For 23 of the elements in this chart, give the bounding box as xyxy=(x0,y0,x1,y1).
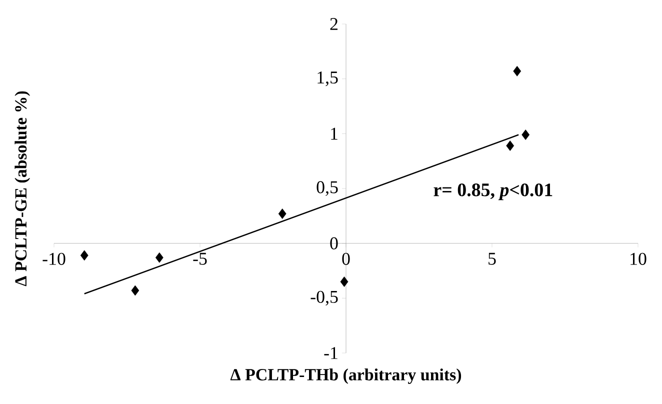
y-tick-label: 0,5 xyxy=(316,181,338,196)
y-tick-label: -0,5 xyxy=(310,290,338,306)
point xyxy=(80,250,88,261)
y-tick-label: 0 xyxy=(330,237,338,250)
point xyxy=(340,276,348,287)
x-tick-label: 10 xyxy=(630,252,646,265)
x-tick-label: 0 xyxy=(342,252,350,265)
y-tick-label: -1 xyxy=(324,347,338,359)
x-tick-label: -10 xyxy=(42,252,66,265)
point xyxy=(522,130,530,140)
y-tick-label: 1,5 xyxy=(318,72,338,86)
point xyxy=(155,252,164,263)
point xyxy=(131,285,140,296)
x-axis-title: Δ PCLTP-THb (arbitrary units) xyxy=(230,368,462,384)
x-tick-label: 5 xyxy=(488,252,496,265)
y-tick-label: 1 xyxy=(331,128,338,140)
y-axis-title: Δ PCLTP-GE (absolute %) xyxy=(14,91,30,286)
annotation: r= 0.85, p<0.01 xyxy=(434,183,552,200)
y-tick-label: 2 xyxy=(330,18,338,30)
x-tick-label: -5 xyxy=(193,252,207,265)
point xyxy=(513,66,522,76)
point xyxy=(278,208,286,219)
point xyxy=(506,140,514,151)
